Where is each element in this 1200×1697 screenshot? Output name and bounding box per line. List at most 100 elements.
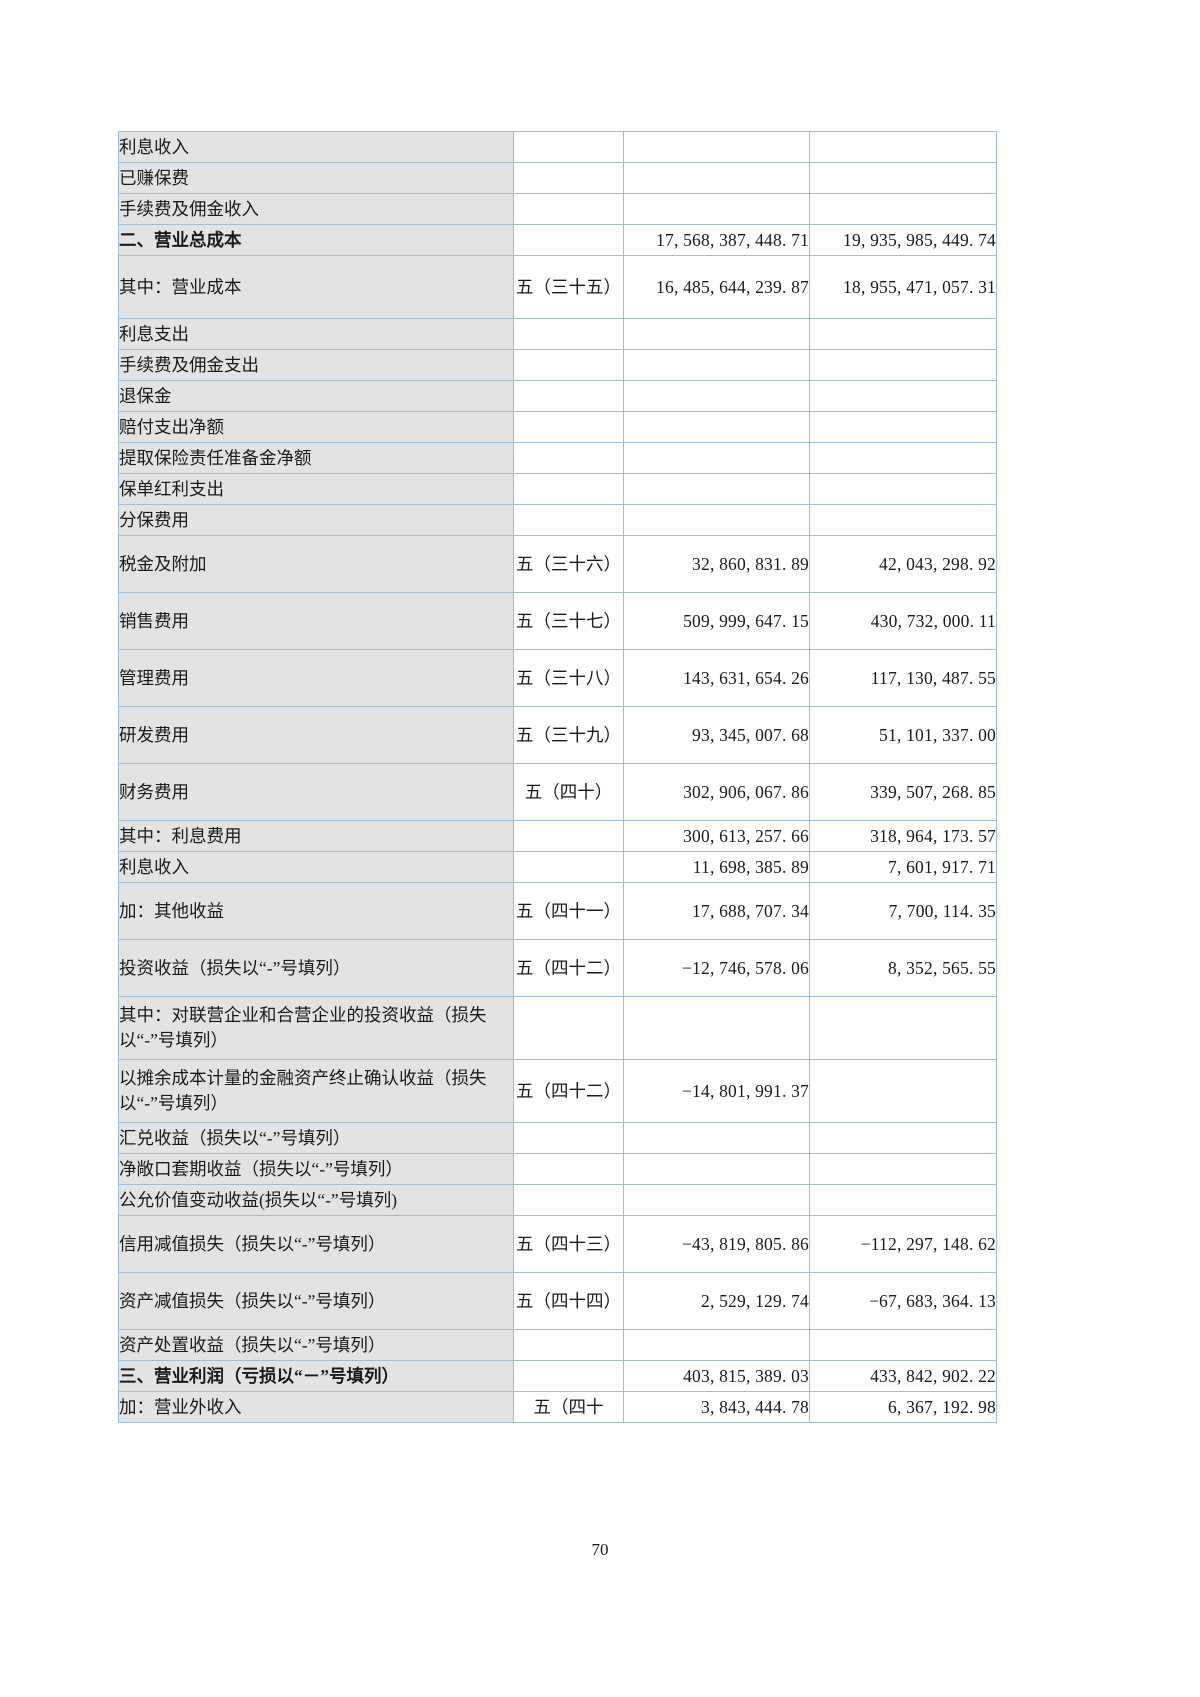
row-item-label: 其中：营业成本 bbox=[118, 255, 514, 319]
row-current-period-amount: −14, 801, 991. 37 bbox=[623, 1059, 810, 1123]
row-item-label: 资产减值损失（损失以“-”号填列） bbox=[118, 1272, 514, 1330]
row-current-period-amount bbox=[623, 1122, 810, 1154]
row-current-period-amount bbox=[623, 162, 810, 194]
table-row: 提取保险责任准备金净额 bbox=[118, 442, 997, 474]
row-note-reference bbox=[513, 1360, 624, 1392]
row-prior-period-amount: 6, 367, 192. 98 bbox=[809, 1391, 997, 1423]
row-current-period-amount: 300, 613, 257. 66 bbox=[623, 820, 810, 852]
row-prior-period-amount bbox=[809, 504, 997, 536]
note-text: 五（三十八） bbox=[516, 667, 621, 688]
table-row: 其中：营业成本 五（三十五） 16, 485, 644, 239. 87 18, 95… bbox=[118, 255, 997, 319]
row-note-reference bbox=[513, 1122, 624, 1154]
table-row: 利息收入 bbox=[118, 131, 997, 163]
row-prior-period-amount: 318, 964, 173. 57 bbox=[809, 820, 997, 852]
note-text: 五（四十三） bbox=[516, 1233, 621, 1254]
row-current-period-amount bbox=[623, 996, 810, 1060]
row-current-period-amount: 302, 906, 067. 86 bbox=[623, 763, 810, 821]
row-note-reference bbox=[513, 1184, 624, 1216]
row-note-reference: 五（三十八） bbox=[513, 649, 624, 707]
row-current-period-amount bbox=[623, 442, 810, 474]
row-current-period-amount: 32, 860, 831. 89 bbox=[623, 535, 810, 593]
row-prior-period-amount: 339, 507, 268. 85 bbox=[809, 763, 997, 821]
note-text: 五（四十二） bbox=[516, 1080, 621, 1101]
row-prior-period-amount: 19, 935, 985, 449. 74 bbox=[809, 224, 997, 256]
row-current-period-amount: 93, 345, 007. 68 bbox=[623, 706, 810, 764]
row-current-period-amount bbox=[623, 318, 810, 350]
note-text: 五（三十五） bbox=[516, 276, 621, 297]
row-prior-period-amount: 18, 955, 471, 057. 31 bbox=[809, 255, 997, 319]
row-prior-period-amount bbox=[809, 318, 997, 350]
row-current-period-amount: 16, 485, 644, 239. 87 bbox=[623, 255, 810, 319]
row-note-reference bbox=[513, 162, 624, 194]
page-number: 70 bbox=[591, 1540, 609, 1559]
table-row: 利息收入 11, 698, 385. 89 7, 601, 917. 71 bbox=[118, 851, 997, 883]
income-statement-table-wrap: 利息收入 已赚保费 手续费及佣金收入 二、营业总成本 17, 568, 387, 448… bbox=[118, 131, 997, 1423]
row-item-label: 利息收入 bbox=[118, 851, 514, 883]
row-current-period-amount bbox=[623, 504, 810, 536]
note-text: 五（四十） bbox=[524, 781, 613, 802]
row-note-reference bbox=[513, 380, 624, 412]
row-current-period-amount bbox=[623, 349, 810, 381]
table-row: 二、营业总成本 17, 568, 387, 448. 71 19, 935, 985… bbox=[118, 224, 997, 256]
table-row: 其中：利息费用 300, 613, 257. 66 318, 964, 173. 5… bbox=[118, 820, 997, 852]
row-prior-period-amount: 51, 101, 337. 00 bbox=[809, 706, 997, 764]
note-text: 五（四十二） bbox=[516, 957, 621, 978]
table-row: 手续费及佣金收入 bbox=[118, 193, 997, 225]
row-note-reference bbox=[513, 851, 624, 883]
table-row: 汇兑收益（损失以“-”号填列） bbox=[118, 1122, 997, 1154]
row-item-label: 其中：对联营企业和合营企业的投资收益（损失以“-”号填列） bbox=[118, 996, 514, 1060]
table-row: 销售费用 五（三十七） 509, 999, 647. 15 430, 732, 000… bbox=[118, 592, 997, 650]
table-row: 利息支出 bbox=[118, 318, 997, 350]
table-row: 加：其他收益 五（四十一） 17, 688, 707. 34 7, 700, 114.… bbox=[118, 882, 997, 940]
row-item-label: 管理费用 bbox=[118, 649, 514, 707]
row-item-label: 提取保险责任准备金净额 bbox=[118, 442, 514, 474]
row-note-reference bbox=[513, 193, 624, 225]
note-text: 五（四十一） bbox=[516, 900, 621, 921]
row-prior-period-amount bbox=[809, 349, 997, 381]
table-row: 退保金 bbox=[118, 380, 997, 412]
row-current-period-amount: −12, 746, 578. 06 bbox=[623, 939, 810, 997]
row-current-period-amount bbox=[623, 411, 810, 443]
row-prior-period-amount: 7, 601, 917. 71 bbox=[809, 851, 997, 883]
table-row: 信用减值损失（损失以“-”号填列） 五（四十三） −43, 819, 805. 86… bbox=[118, 1215, 997, 1273]
note-text: 五（四十四） bbox=[516, 1290, 621, 1311]
row-item-label: 加：其他收益 bbox=[118, 882, 514, 940]
row-item-label: 退保金 bbox=[118, 380, 514, 412]
row-current-period-amount: −43, 819, 805. 86 bbox=[623, 1215, 810, 1273]
row-current-period-amount: 403, 815, 389. 03 bbox=[623, 1360, 810, 1392]
row-note-reference bbox=[513, 820, 624, 852]
row-current-period-amount: 2, 529, 129. 74 bbox=[623, 1272, 810, 1330]
row-item-label: 赔付支出净额 bbox=[118, 411, 514, 443]
table-row: 加：营业外收入 五（四十 3, 843, 444. 78 6, 367, 192. 9… bbox=[118, 1391, 997, 1423]
row-current-period-amount bbox=[623, 131, 810, 163]
table-row: 投资收益（损失以“-”号填列） 五（四十二） −12, 746, 578. 06 8,… bbox=[118, 939, 997, 997]
row-prior-period-amount bbox=[809, 131, 997, 163]
row-prior-period-amount: 8, 352, 565. 55 bbox=[809, 939, 997, 997]
row-note-reference bbox=[513, 442, 624, 474]
row-note-reference bbox=[513, 504, 624, 536]
row-prior-period-amount bbox=[809, 1153, 997, 1185]
row-current-period-amount bbox=[623, 380, 810, 412]
row-item-label: 资产处置收益（损失以“-”号填列） bbox=[118, 1329, 514, 1361]
row-current-period-amount: 509, 999, 647. 15 bbox=[623, 592, 810, 650]
row-item-label: 加：营业外收入 bbox=[118, 1391, 514, 1423]
row-prior-period-amount: 433, 842, 902. 22 bbox=[809, 1360, 997, 1392]
row-prior-period-amount bbox=[809, 193, 997, 225]
row-current-period-amount bbox=[623, 1153, 810, 1185]
row-prior-period-amount bbox=[809, 411, 997, 443]
row-prior-period-amount bbox=[809, 1059, 997, 1123]
row-item-label: 二、营业总成本 bbox=[118, 224, 514, 256]
row-item-label: 信用减值损失（损失以“-”号填列） bbox=[118, 1215, 514, 1273]
row-note-reference bbox=[513, 411, 624, 443]
note-text: 五（四十 bbox=[533, 1396, 604, 1417]
row-note-reference: 五（四十二） bbox=[513, 939, 624, 997]
row-item-label: 税金及附加 bbox=[118, 535, 514, 593]
row-note-reference: 五（四十四） bbox=[513, 1272, 624, 1330]
table-row: 研发费用 五（三十九） 93, 345, 007. 68 51, 101, 337. … bbox=[118, 706, 997, 764]
row-current-period-amount: 17, 688, 707. 34 bbox=[623, 882, 810, 940]
table-row: 以摊余成本计量的金融资产终止确认收益（损失以“-”号填列） 五（四十二） −14, … bbox=[118, 1059, 997, 1123]
row-item-label: 净敞口套期收益（损失以“-”号填列） bbox=[118, 1153, 514, 1185]
row-prior-period-amount: 430, 732, 000. 11 bbox=[809, 592, 997, 650]
row-item-label: 投资收益（损失以“-”号填列） bbox=[118, 939, 514, 997]
